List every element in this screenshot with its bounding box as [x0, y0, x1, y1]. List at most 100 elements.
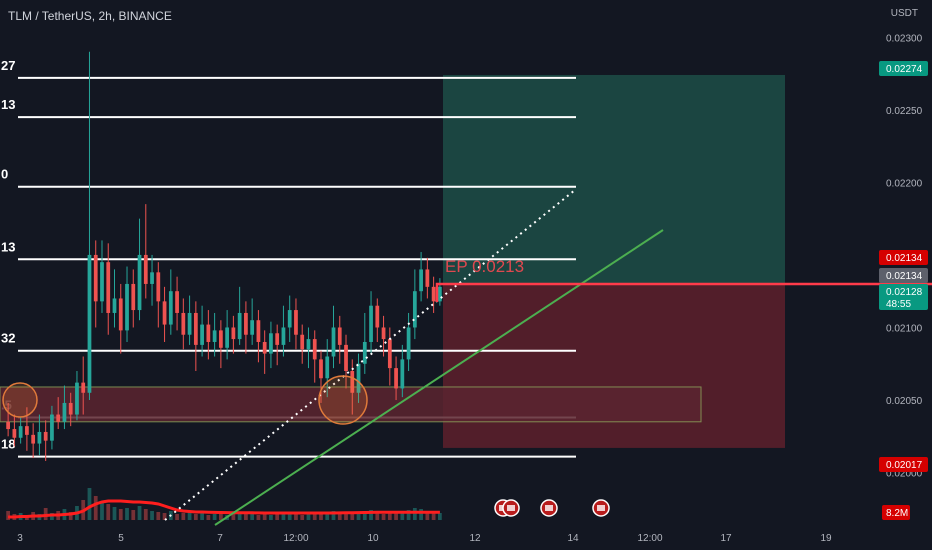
candle-body	[112, 298, 117, 313]
volume-bar	[87, 488, 92, 520]
candle-body	[137, 254, 142, 311]
volume-bar	[394, 512, 398, 520]
symbol-title[interactable]: TLM / TetherUS, 2h, BINANCE	[8, 9, 172, 23]
candle-body	[244, 312, 248, 335]
candle-body	[62, 402, 67, 422]
volume-bar	[331, 511, 336, 520]
candle-body	[362, 341, 367, 364]
volume-bar	[137, 506, 142, 520]
candle-body	[331, 327, 336, 357]
candle-body	[306, 339, 311, 350]
volume-bar	[387, 513, 392, 520]
candle-body	[269, 333, 273, 354]
candle-body	[412, 291, 417, 328]
candle-body	[237, 312, 242, 340]
candle-body	[344, 344, 348, 372]
candle-body	[193, 312, 198, 345]
candle-body	[319, 359, 323, 379]
volume-bar	[231, 514, 236, 520]
candle-body	[18, 426, 23, 438]
price-tick-label: 0.02100	[886, 323, 923, 334]
price-badge	[879, 268, 928, 283]
time-tick-label: 12:00	[283, 533, 308, 544]
candle-body	[37, 431, 42, 444]
candle-body	[56, 414, 61, 422]
volume-bar	[281, 514, 286, 520]
time-tick-label: 19	[820, 533, 832, 544]
target-zone	[443, 74, 785, 284]
candle-body	[419, 269, 423, 292]
candle-body	[387, 339, 392, 369]
fib-label: 27	[1, 58, 15, 73]
volume-bar	[300, 515, 305, 520]
volume-bar	[381, 514, 386, 520]
candle-body	[50, 414, 54, 441]
candle-body	[100, 262, 104, 302]
price-badge-text: 0.02134	[886, 253, 923, 264]
volume-bar	[312, 514, 317, 520]
candle-body	[175, 291, 179, 313]
price-tick-label: 0.02300	[886, 33, 923, 44]
volume-bar	[187, 512, 192, 520]
price-badge-text: 0.02128	[886, 287, 923, 298]
candle-body	[6, 421, 11, 430]
entry-line	[435, 282, 932, 302]
volume-bar	[212, 514, 217, 520]
fib-label: 13	[1, 97, 15, 112]
volume-badge-text: 8.2M	[886, 508, 908, 519]
volume-bar	[337, 513, 342, 520]
volume-bar	[412, 508, 417, 520]
price-badge-text: 0.02017	[886, 460, 923, 471]
price-tick-label: 0.02200	[886, 178, 923, 189]
volume-badge	[882, 505, 910, 520]
candle-body	[400, 359, 405, 389]
volume-bar	[175, 514, 179, 520]
candle-body	[93, 254, 98, 302]
candle-body	[206, 324, 211, 342]
time-tick-label: 5	[118, 533, 124, 544]
volume-bar	[350, 512, 355, 520]
candle-body	[300, 334, 305, 350]
candle-body	[181, 312, 186, 335]
volume-bar	[431, 512, 436, 520]
fib-label: 0	[1, 167, 8, 182]
candle-body	[312, 339, 317, 360]
candle-body	[256, 320, 261, 342]
volume-bar	[200, 513, 204, 520]
currency-label: USDT	[890, 8, 918, 19]
time-tick-label: 10	[367, 533, 379, 544]
volume-bar	[275, 513, 280, 520]
candle-body	[150, 272, 154, 284]
event-markers[interactable]	[494, 499, 610, 517]
volume-bar	[400, 511, 405, 520]
volume-bar	[68, 512, 73, 520]
time-axis[interactable]: 3 5 7 12:00 10 12 14 12:00 17 19	[17, 533, 832, 544]
price-badge-text: 0.02134	[886, 271, 923, 282]
volume-bar	[244, 514, 248, 520]
volume-bar	[118, 509, 123, 520]
volume-bar	[125, 508, 129, 520]
candle-body	[287, 310, 292, 328]
time-tick-label: 12:00	[637, 533, 662, 544]
volume-bar	[156, 512, 161, 520]
drawings: EP 0.0213	[2, 189, 932, 526]
price-tick-label: 0.02250	[886, 106, 923, 117]
volume-bar	[375, 513, 380, 520]
candle-body	[125, 283, 129, 331]
time-tick-label: 14	[567, 533, 579, 544]
candle-body	[81, 382, 86, 393]
entry-annotation: EP 0.0213	[445, 257, 524, 276]
time-tick-label: 7	[217, 533, 223, 544]
volume-ma-line	[8, 499, 440, 519]
candle-body	[275, 333, 280, 345]
candle-body	[437, 286, 442, 302]
volume-bar	[193, 514, 198, 520]
candle-body	[168, 291, 173, 325]
volume-bar	[150, 511, 154, 520]
volume-bar	[206, 515, 211, 520]
stop-zone	[443, 283, 785, 448]
us-flag-event-stripe	[545, 505, 553, 511]
us-flag-event-stripe	[597, 505, 605, 511]
